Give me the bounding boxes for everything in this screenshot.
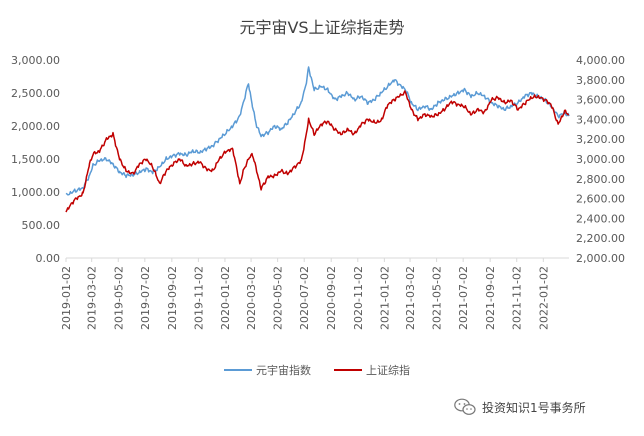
series-line-shanghai xyxy=(65,90,570,213)
x-tick-label: 2020-01-02 xyxy=(219,266,232,330)
x-tick-label: 2022-01-02 xyxy=(537,266,550,330)
series-line-yuanyuzhou xyxy=(65,66,570,196)
watermark-text: 投资知识1号事务所 xyxy=(482,400,586,415)
legend-label-yuanyuzhou: 元宇宙指数 xyxy=(256,363,311,377)
x-tick-label: 2021-01-02 xyxy=(378,266,391,330)
y-left-tick-label: 0.00 xyxy=(36,252,61,265)
x-tick-label: 2019-07-02 xyxy=(139,266,152,330)
x-tick-label: 2019-03-02 xyxy=(86,266,99,330)
y-right-tick-label: 4,000.00 xyxy=(576,54,625,67)
x-axis: 2019-01-02 2019-03-02 2019-05-02 2019-07-02… xyxy=(60,258,550,330)
legend: 元宇宙指数 上证综指 xyxy=(224,363,410,377)
x-tick-label: 2021-03-02 xyxy=(404,266,417,330)
y-right-tick-label: 2,000.00 xyxy=(576,252,625,265)
x-tick-label: 2021-07-02 xyxy=(457,266,470,330)
x-tick-label: 2021-05-02 xyxy=(431,266,444,330)
y-right-tick-label: 3,200.00 xyxy=(576,133,625,146)
y-axis-right: 2,000.00 2,200.00 2,400.00 2,600.00 2,800.00… xyxy=(576,54,625,265)
y-right-tick-label: 3,800.00 xyxy=(576,74,625,87)
legend-item-shanghai: 上证综指 xyxy=(334,363,410,377)
chart-title: 元宇宙VS上证综指走势 xyxy=(239,18,404,37)
x-tick-label: 2019-11-02 xyxy=(192,266,205,330)
x-tick-label: 2019-05-02 xyxy=(112,266,125,330)
legend-label-shanghai: 上证综指 xyxy=(366,363,410,377)
legend-item-yuanyuzhou: 元宇宙指数 xyxy=(224,363,311,377)
x-tick-label: 2020-09-02 xyxy=(325,266,338,330)
y-right-tick-label: 2,400.00 xyxy=(576,212,625,225)
y-right-tick-label: 2,800.00 xyxy=(576,173,625,186)
x-tick-label: 2019-09-02 xyxy=(166,266,179,330)
y-left-tick-label: 1,500.00 xyxy=(11,153,60,166)
x-tick-label: 2021-09-02 xyxy=(484,266,497,330)
y-right-tick-label: 3,600.00 xyxy=(576,94,625,107)
y-axis-left: 0.00 500.00 1,000.00 1,500.00 2,000.00 2,500.… xyxy=(11,54,60,265)
y-right-tick-label: 2,600.00 xyxy=(576,193,625,206)
y-left-tick-label: 2,000.00 xyxy=(11,120,60,133)
y-left-tick-label: 3,000.00 xyxy=(11,54,60,67)
watermark: 投资知识1号事务所 xyxy=(454,397,586,417)
y-right-tick-label: 2,200.00 xyxy=(576,232,625,245)
y-right-tick-label: 3,000.00 xyxy=(576,153,625,166)
y-left-tick-label: 2,500.00 xyxy=(11,87,60,100)
x-tick-label: 2019-01-02 xyxy=(60,266,73,330)
y-left-tick-label: 500.00 xyxy=(22,219,61,232)
wechat-icon xyxy=(454,398,476,415)
y-left-tick-label: 1,000.00 xyxy=(11,186,60,199)
y-right-tick-label: 3,400.00 xyxy=(576,113,625,126)
x-tick-label: 2020-03-02 xyxy=(245,266,258,330)
x-tick-label: 2020-11-02 xyxy=(352,266,365,330)
x-tick-label: 2020-07-02 xyxy=(298,266,311,330)
x-tick-label: 2021-11-02 xyxy=(511,266,524,330)
x-tick-label: 2020-05-02 xyxy=(272,266,285,330)
plot-area xyxy=(65,66,570,213)
